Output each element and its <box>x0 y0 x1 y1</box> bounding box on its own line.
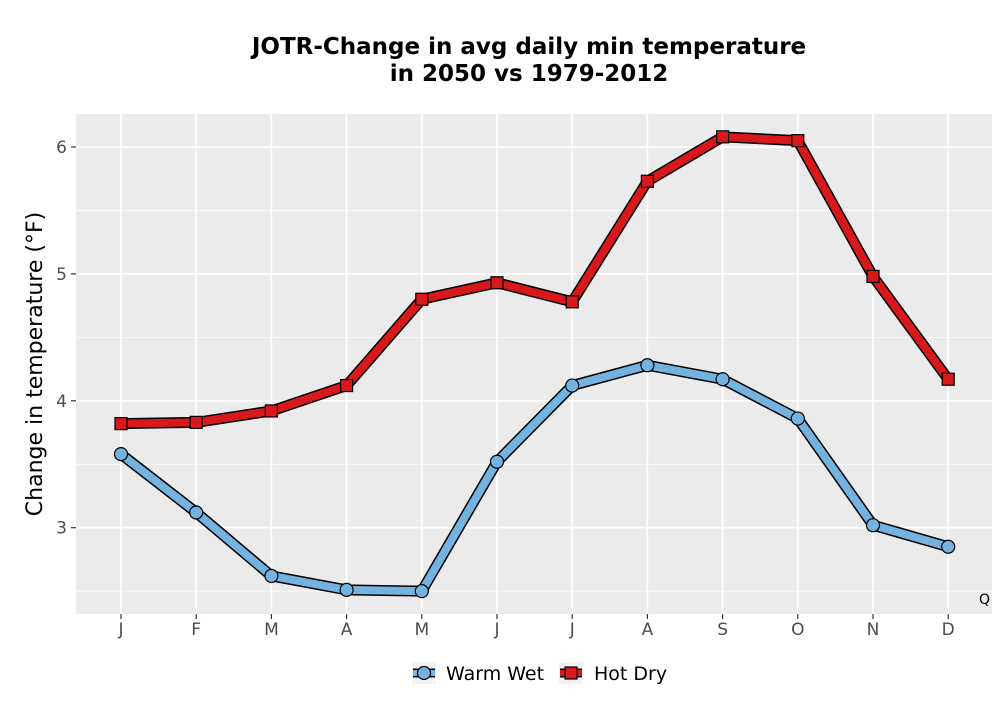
x-tick-label: A <box>642 620 654 640</box>
data-point <box>565 378 580 393</box>
x-tick-label: N <box>867 620 880 640</box>
x-tick-label: S <box>717 620 728 640</box>
y-tick-label: 6 <box>56 138 67 158</box>
x-tick-label: D <box>942 620 955 640</box>
series-0 <box>113 358 956 599</box>
data-point <box>489 454 505 469</box>
grid-lines <box>76 114 992 614</box>
data-point <box>490 276 504 290</box>
data-point <box>339 582 354 597</box>
data-point <box>790 411 805 426</box>
x-tick-label: J <box>569 620 575 640</box>
data-point <box>715 372 730 387</box>
data-point <box>264 404 278 418</box>
legend-item-1: Hot Dry <box>559 662 667 685</box>
series-line <box>117 361 953 596</box>
data-point <box>565 295 579 309</box>
x-tick-label: O <box>791 620 804 640</box>
data-point <box>189 415 203 429</box>
x-tick-label: J <box>117 620 123 640</box>
data-point <box>415 292 429 306</box>
plot-panel <box>76 114 992 614</box>
data-point <box>865 518 881 533</box>
legend-key-marker <box>564 666 578 680</box>
x-tick-label: M <box>414 620 429 640</box>
legend-item-0: Warm Wet <box>412 662 544 685</box>
axes: 3 4 5 6 J F M A M J J A S O N D <box>56 138 955 640</box>
series-line <box>117 132 953 428</box>
data-point <box>113 447 129 462</box>
y-tick-label: 4 <box>56 392 67 412</box>
data-point <box>866 269 880 284</box>
data-point <box>264 568 279 584</box>
chart-title-line2: in 2050 vs 1979-2012 <box>390 61 669 87</box>
y-axis-label: Change in temperature (°F) <box>23 212 48 516</box>
legend-label: Hot Dry <box>594 663 667 685</box>
data-point <box>941 372 955 386</box>
data-point <box>715 130 730 144</box>
data-point <box>941 539 956 554</box>
data-point <box>640 358 655 373</box>
x-tick-label: M <box>264 620 279 640</box>
x-tick-label: J <box>493 620 499 640</box>
data-point <box>189 505 204 520</box>
legend-label: Warm Wet <box>446 663 544 685</box>
corner-label: Q <box>979 592 990 608</box>
data-point <box>414 584 429 599</box>
y-tick-label: 5 <box>56 265 67 285</box>
data-point <box>791 134 805 148</box>
y-tick-label: 3 <box>56 519 67 539</box>
chart-title-line1: JOTR-Change in avg daily min temperature <box>250 34 806 60</box>
series-lines <box>113 130 956 599</box>
data-point <box>340 378 354 393</box>
data-point <box>114 417 128 431</box>
legend: Warm Wet Hot Dry <box>412 662 667 685</box>
data-point <box>640 174 655 188</box>
series-1 <box>114 130 955 431</box>
x-tick-label: F <box>191 620 201 640</box>
legend-key-marker <box>416 665 432 681</box>
x-tick-label: A <box>341 620 353 640</box>
